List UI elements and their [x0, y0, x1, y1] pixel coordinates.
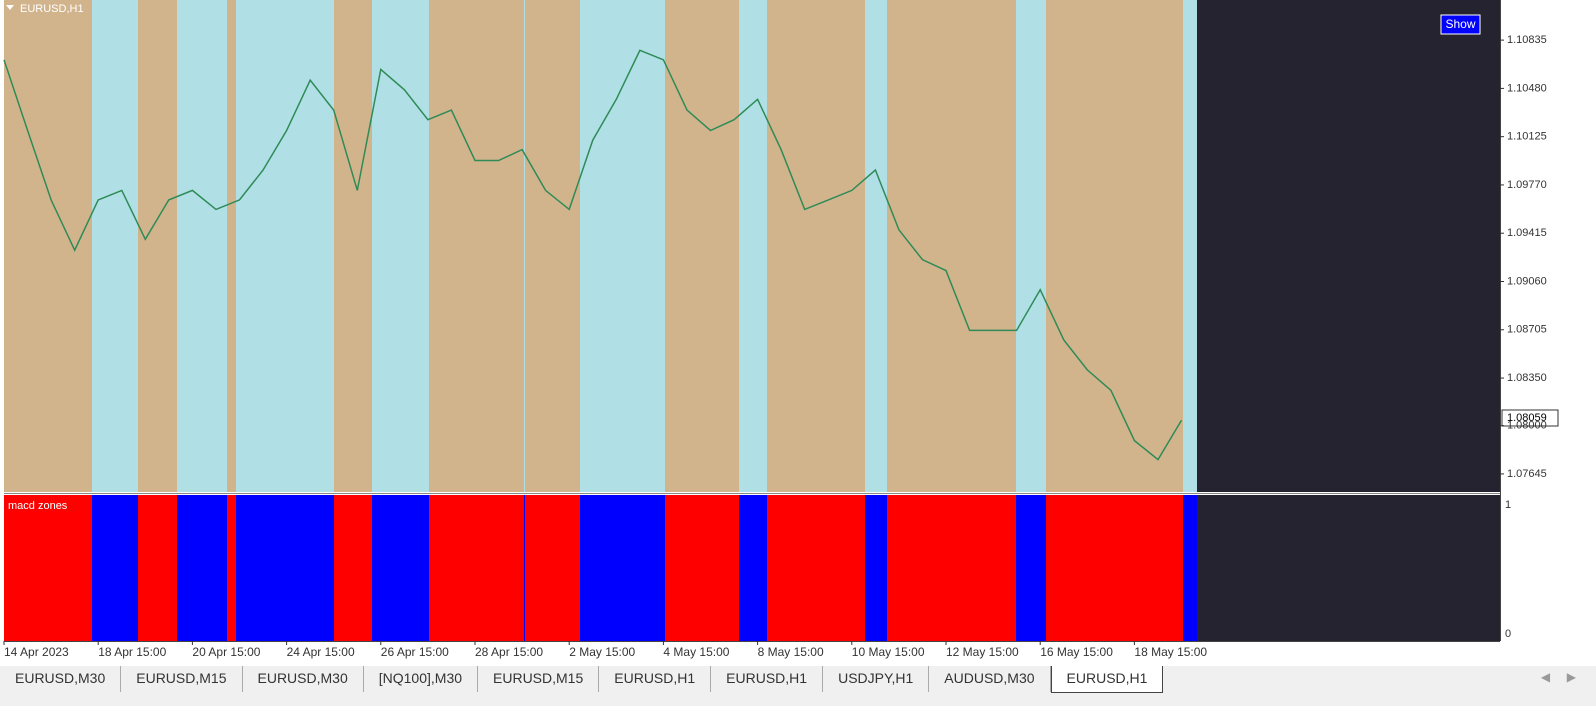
tab[interactable]: EURUSD,H1: [1050, 666, 1164, 693]
price-line: [3, 49, 1183, 461]
x-tick-label: 12 May 15:00: [946, 645, 1019, 659]
x-tick-label: 2 May 15:00: [569, 645, 635, 659]
macd-zone: [138, 495, 177, 641]
macd-zone: [372, 495, 429, 641]
tab-scroll[interactable]: ◀ ▶: [1540, 670, 1576, 684]
x-tick-label: 18 May 15:00: [1134, 645, 1207, 659]
x-tick-label: 26 Apr 15:00: [381, 645, 449, 659]
tab[interactable]: [NQ100],M30: [364, 666, 479, 692]
chart: EURUSD,H1 Show macd zones 1 0 1.08059 1.…: [0, 0, 1596, 666]
macd-zone: [1016, 495, 1046, 641]
tab[interactable]: EURUSD,M15: [121, 666, 243, 692]
macd-zone: [1046, 495, 1183, 641]
y-tick-label: 1.10125: [1507, 131, 1547, 143]
indicator-scale-label: 0: [1505, 628, 1511, 640]
price-zone: [665, 0, 739, 492]
tab[interactable]: EURUSD,H1: [599, 666, 712, 692]
y-tick-label: 1.09060: [1507, 275, 1547, 287]
indicator-scale-label: 1: [1505, 499, 1511, 511]
macd-zone: [887, 495, 1016, 641]
macd-zone: [236, 495, 334, 641]
x-tick-label: 10 May 15:00: [852, 645, 925, 659]
x-tick-label: 16 May 15:00: [1040, 645, 1113, 659]
price-zone: [334, 0, 372, 492]
x-tick-label: 18 Apr 15:00: [98, 645, 166, 659]
price-zone: [739, 0, 767, 492]
macd-zone: [429, 495, 524, 641]
tab[interactable]: EURUSD,M30: [243, 666, 364, 692]
price-zone: [372, 0, 429, 492]
price-zone: [580, 0, 665, 492]
price-zone: [138, 0, 177, 492]
macd-zone: [865, 495, 887, 641]
y-tick-label: 1.10480: [1507, 82, 1547, 94]
x-tick-label: 28 Apr 15:00: [475, 645, 543, 659]
price-zone: [4, 0, 92, 492]
x-tick-label: 8 May 15:00: [758, 645, 824, 659]
y-tick-label: 1.09415: [1507, 227, 1547, 239]
y-tick-label: 1.10835: [1507, 34, 1547, 46]
y-tick-label: 1.08000: [1507, 420, 1547, 432]
price-zone: [177, 0, 227, 492]
y-tick-label: 1.08705: [1507, 324, 1547, 336]
show-button-label[interactable]: Show: [1445, 17, 1475, 31]
menu-arrow[interactable]: [6, 5, 14, 10]
tab[interactable]: AUDUSD,M30: [929, 666, 1051, 692]
price-zone: [525, 0, 580, 492]
tab[interactable]: EURUSD,H1: [711, 666, 824, 692]
macd-zone: [1183, 495, 1197, 641]
tab-bar: EURUSD,M30 EURUSD,M15 EURUSD,M30 [NQ100],M3…: [0, 666, 1596, 693]
x-tick-label: 14 Apr 2023: [4, 645, 69, 659]
price-zone: [1016, 0, 1046, 492]
price-zone: [236, 0, 334, 492]
current-price-box: [1501, 409, 1559, 427]
price-zone: [1046, 0, 1183, 492]
price-zone: [92, 0, 138, 492]
macd-zone: [525, 495, 580, 641]
x-tick-label: 20 Apr 15:00: [192, 645, 260, 659]
price-zone: [767, 0, 865, 492]
chart-title: EURUSD,H1: [20, 3, 84, 15]
macd-zone: [177, 495, 227, 641]
macd-zone: [665, 495, 739, 641]
price-zone: [227, 0, 236, 492]
macd-zone: [334, 495, 372, 641]
tab[interactable]: EURUSD,M30: [0, 666, 122, 692]
x-tick-label: 24 Apr 15:00: [287, 645, 355, 659]
y-tick-label: 1.09770: [1507, 179, 1547, 191]
show-button[interactable]: [1440, 14, 1481, 35]
tab[interactable]: USDJPY,H1: [823, 666, 930, 692]
zones: [4, 0, 1197, 641]
macd-zone: [524, 495, 525, 641]
y-tick-label: 1.08350: [1507, 372, 1547, 384]
price-zone: [865, 0, 887, 492]
macd-zone: [227, 495, 236, 641]
x-tick-label: 4 May 15:00: [663, 645, 729, 659]
y-tick-label: 1.07645: [1507, 468, 1547, 480]
price-zone: [1183, 0, 1197, 492]
macd-zone: [580, 495, 665, 641]
price-zone: [887, 0, 1016, 492]
current-price: 1.08059: [1507, 412, 1547, 424]
indicator-title: macd zones: [8, 500, 68, 512]
price-zone: [524, 0, 525, 492]
macd-zone: [92, 495, 138, 641]
macd-zone: [767, 495, 865, 641]
tab[interactable]: EURUSD,M15: [478, 666, 600, 692]
macd-zone: [739, 495, 767, 641]
price-zone: [429, 0, 524, 492]
macd-zone: [4, 495, 92, 641]
